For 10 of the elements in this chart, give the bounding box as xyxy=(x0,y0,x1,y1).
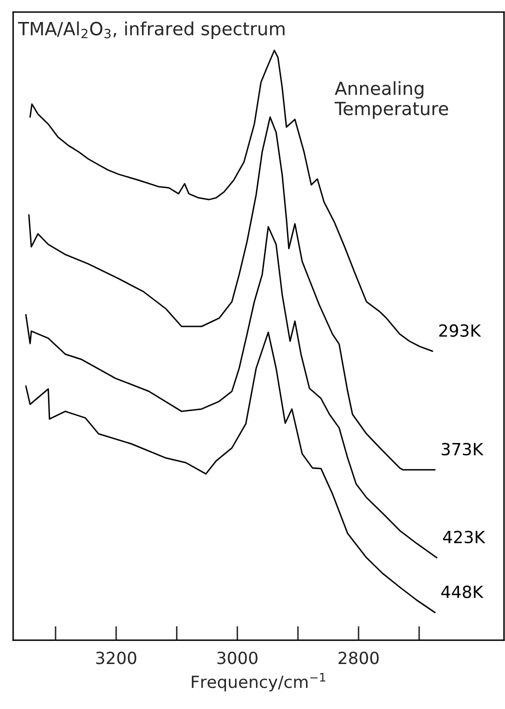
x-tick-label: 3200 xyxy=(96,652,136,664)
series-label: 423K xyxy=(443,530,486,544)
x-tick-label: 3000 xyxy=(217,652,258,664)
series-label: 448K xyxy=(441,586,484,598)
x-axis-title: Frequency/cm$^{−1}$ xyxy=(192,673,326,692)
annotation: Annealing Temperature xyxy=(334,81,448,119)
chart-title: TMA/Al$_{2}$O$_{3}$, infrared spectrum xyxy=(18,21,284,39)
x-tick-label: 2800 xyxy=(338,652,379,664)
series-label: 373K xyxy=(442,442,484,456)
series-label: 293K xyxy=(439,324,482,337)
